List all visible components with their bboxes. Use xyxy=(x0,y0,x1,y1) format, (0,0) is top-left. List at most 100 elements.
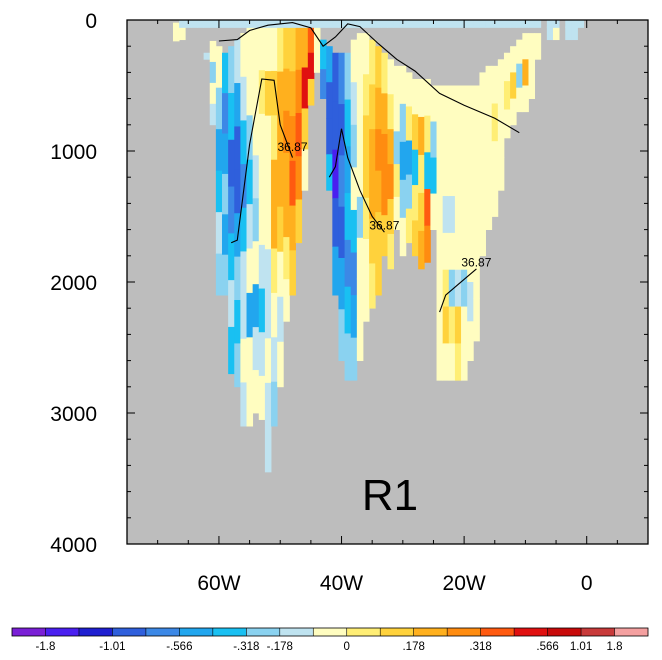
heatmap-cell xyxy=(209,61,217,84)
heatmap-cell xyxy=(271,26,278,72)
heatmap-cell xyxy=(473,20,480,28)
heatmap-cell xyxy=(461,159,468,197)
heatmap-cell xyxy=(412,78,419,115)
heatmap-cell xyxy=(565,26,572,41)
heatmap-cell xyxy=(332,198,339,248)
heatmap-cell xyxy=(228,139,235,187)
heatmap-cell xyxy=(246,381,254,427)
heatmap-cell xyxy=(264,71,272,117)
colorbar-label: -1.01 xyxy=(99,641,125,653)
heatmap-cell xyxy=(546,20,554,28)
heatmap-cell xyxy=(497,59,505,93)
heatmap-cell xyxy=(399,65,407,105)
heatmap-cell xyxy=(258,26,266,71)
heatmap-cell xyxy=(369,263,376,309)
heatmap-cell xyxy=(399,217,407,257)
heatmap-cell xyxy=(497,157,505,191)
heatmap-cell xyxy=(240,76,247,121)
heatmap-cell xyxy=(264,249,272,295)
heatmap-cell xyxy=(369,39,376,85)
heatmap-cell xyxy=(264,115,272,161)
heatmap-cell xyxy=(461,122,468,160)
heatmap-cell xyxy=(454,122,462,160)
heatmap-cell xyxy=(442,196,450,234)
y-tick-label: 0 xyxy=(85,10,97,33)
heatmap-cell xyxy=(454,269,462,307)
heatmap-cell xyxy=(277,26,284,72)
colorbar-swatch xyxy=(145,628,180,636)
colorbar-label: 0 xyxy=(344,641,350,653)
heatmap-cell xyxy=(234,300,241,344)
heatmap-cell xyxy=(461,269,468,307)
heatmap-cell xyxy=(442,269,450,307)
heatmap-cell xyxy=(295,199,303,244)
x-tick-label: 60W xyxy=(197,572,240,595)
colorbar-swatch xyxy=(514,628,548,636)
heatmap-cell xyxy=(203,20,211,28)
heatmap-cell xyxy=(277,296,284,343)
heatmap-cell xyxy=(418,154,425,194)
heatmap-cell xyxy=(442,122,450,160)
heatmap-cell xyxy=(326,118,333,155)
heatmap-cell xyxy=(461,306,468,344)
heatmap-cell xyxy=(454,196,462,234)
heatmap-cell xyxy=(516,20,523,28)
heatmap-cell xyxy=(277,161,284,208)
heatmap-cell xyxy=(332,246,339,296)
y-tick-label: 3000 xyxy=(50,403,97,426)
contour-line xyxy=(328,128,385,233)
heatmap-cell xyxy=(240,20,247,28)
heatmap-cell xyxy=(289,20,296,28)
heatmap-cell xyxy=(436,20,444,28)
heatmap-cell xyxy=(399,141,407,181)
y-tick-label: 1000 xyxy=(50,141,97,164)
heatmap-cell xyxy=(528,76,536,99)
heatmap-cell xyxy=(369,129,376,175)
heatmap-cell xyxy=(264,204,272,250)
heatmap-cell xyxy=(215,46,223,89)
heatmap-cell xyxy=(503,20,511,28)
heatmap-cell xyxy=(356,114,364,157)
heatmap-cell xyxy=(356,155,364,198)
heatmap-cell xyxy=(491,103,499,142)
heatmap-cell xyxy=(516,87,523,113)
heatmap-cell xyxy=(369,84,376,130)
heatmap-cell xyxy=(246,292,254,338)
heatmap-cell xyxy=(228,186,235,234)
heatmap-cell xyxy=(448,343,456,381)
colorbar-swatch xyxy=(112,628,147,636)
heatmap-cell xyxy=(350,295,358,339)
heatmap-cell xyxy=(338,52,345,105)
heatmap-cell xyxy=(387,164,395,200)
heatmap-cell xyxy=(179,22,186,41)
heatmap-cell xyxy=(228,326,235,375)
heatmap-cell xyxy=(320,39,327,70)
y-tick-label: 2000 xyxy=(50,272,97,295)
heatmap-cell xyxy=(362,280,370,322)
heatmap-cell xyxy=(277,116,284,163)
heatmap-cell xyxy=(405,140,413,175)
colorbar-frame xyxy=(11,627,649,637)
heatmap-cell xyxy=(246,204,254,249)
heatmap-cell xyxy=(381,20,388,28)
heatmap-cell xyxy=(485,164,493,198)
heatmap-cell xyxy=(350,337,358,381)
heatmap-cell xyxy=(375,212,382,255)
heatmap-cell xyxy=(405,106,413,141)
heatmap-cell xyxy=(393,98,401,132)
heatmap-cell xyxy=(552,26,560,41)
heatmap-cell xyxy=(264,427,272,473)
x-tick-label: 40W xyxy=(320,572,363,595)
heatmap-cell xyxy=(424,115,431,153)
heatmap-cell xyxy=(479,219,486,257)
heatmap-cell xyxy=(442,306,450,344)
colorbar-label: -.318 xyxy=(233,641,259,653)
heatmap-cell xyxy=(362,33,370,75)
colorbar-label: -.178 xyxy=(267,641,293,653)
heatmap-cell xyxy=(258,157,266,202)
heatmap-cell xyxy=(442,232,450,271)
heatmap-cell xyxy=(258,70,266,115)
axis-ticks xyxy=(126,19,649,545)
heatmap-cell xyxy=(534,20,542,28)
